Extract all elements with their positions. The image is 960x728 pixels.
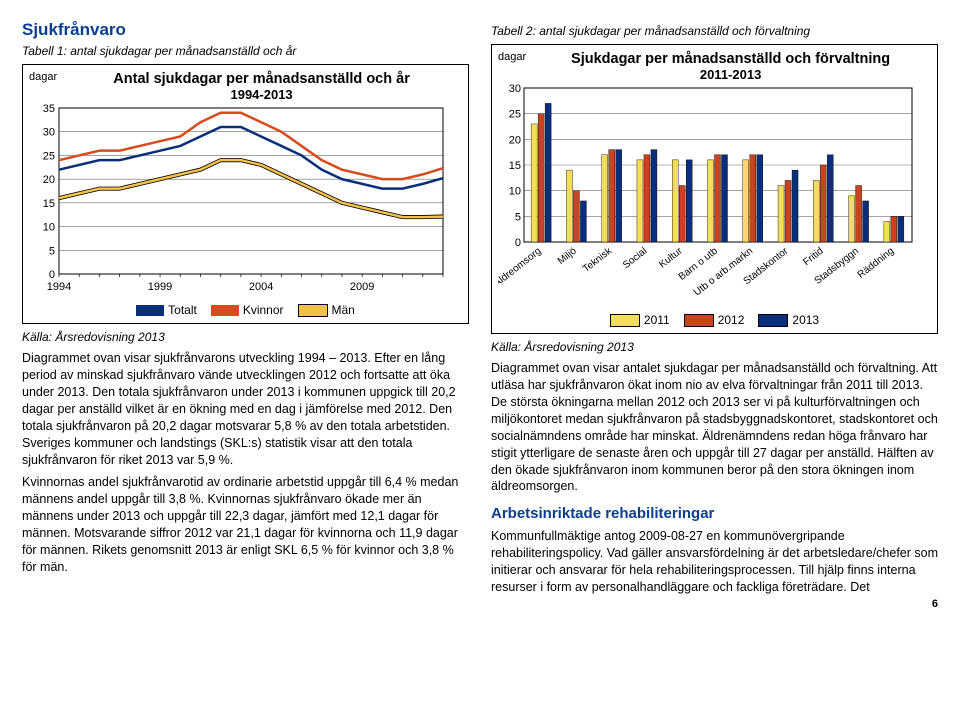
bar-chart: 0 5 10 15 20 25 30 Äldreomsorg MiljöTekniskSocia… bbox=[498, 84, 918, 304]
legend-item-2011: 2011 bbox=[610, 313, 670, 327]
svg-text:Utb o arb.markn: Utb o arb.markn bbox=[692, 246, 755, 299]
line-chart-ylabel: dagar bbox=[29, 69, 61, 83]
svg-text:0: 0 bbox=[515, 237, 521, 249]
left-para1: Diagrammet ovan visar sjukfrånvarons utv… bbox=[22, 350, 469, 468]
bar-chart-subtitle: 2011-2013 bbox=[530, 67, 931, 82]
svg-text:1994: 1994 bbox=[47, 281, 71, 293]
svg-text:25: 25 bbox=[43, 150, 55, 162]
left-source: Källa: Årsredovisning 2013 bbox=[22, 330, 469, 344]
svg-text:20: 20 bbox=[43, 174, 55, 186]
svg-text:15: 15 bbox=[509, 160, 521, 172]
svg-text:2004: 2004 bbox=[249, 281, 273, 293]
legend-item-2012: 2012 bbox=[684, 313, 745, 327]
svg-text:5: 5 bbox=[515, 211, 521, 223]
line-chart-box: dagar Antal sjukdagar per månadsanställd… bbox=[22, 64, 469, 324]
svg-text:25: 25 bbox=[509, 109, 521, 121]
page-root: Sjukfrånvaro Tabell 1: antal sjukdagar p… bbox=[0, 0, 960, 614]
line-chart: 0 5 10 15 20 25 30 35 1994 1999 2004 2009 bbox=[29, 104, 449, 294]
svg-text:2009: 2009 bbox=[350, 281, 374, 293]
table2-caption: Tabell 2: antal sjukdagar per månadsanst… bbox=[491, 24, 938, 38]
svg-text:10: 10 bbox=[509, 186, 521, 198]
svg-text:1999: 1999 bbox=[148, 281, 172, 293]
svg-text:30: 30 bbox=[509, 84, 521, 95]
line-chart-legend: Totalt Kvinnor Män bbox=[29, 303, 462, 317]
left-para2: Kvinnornas andel sjukfrånvarotid av ordi… bbox=[22, 474, 469, 575]
page-number: 6 bbox=[932, 598, 938, 610]
legend-item-totalt: Totalt bbox=[136, 303, 197, 317]
svg-text:Räddning: Räddning bbox=[856, 246, 897, 281]
svg-text:0: 0 bbox=[49, 269, 55, 281]
bar-chart-box: dagar Sjukdagar per månadsanställd och f… bbox=[491, 44, 938, 334]
svg-text:Teknisk: Teknisk bbox=[581, 245, 615, 275]
right-source: Källa: Årsredovisning 2013 bbox=[491, 340, 938, 354]
svg-text:10: 10 bbox=[43, 222, 55, 234]
svg-text:15: 15 bbox=[43, 198, 55, 210]
bar-chart-legend: 2011 2012 2013 bbox=[498, 313, 931, 327]
bar-chart-title: Sjukdagar per månadsanställd och förvalt… bbox=[530, 51, 931, 67]
svg-text:20: 20 bbox=[509, 134, 521, 146]
right-para2: Kommunfullmäktige antog 2009-08-27 en ko… bbox=[491, 528, 938, 596]
bar-chart-ylabel: dagar bbox=[498, 49, 530, 63]
svg-text:Social: Social bbox=[621, 246, 649, 271]
legend-item-kvinnor: Kvinnor bbox=[211, 303, 284, 317]
right-para1: Diagrammet ovan visar antalet sjukdagar … bbox=[491, 360, 938, 495]
legend-item-2013: 2013 bbox=[758, 313, 819, 327]
line-chart-subtitle: 1994-2013 bbox=[61, 87, 462, 102]
line-chart-title: Antal sjukdagar per månadsanställd och å… bbox=[61, 71, 462, 87]
legend-item-man: Män bbox=[298, 303, 355, 317]
right-heading2: Arbetsinriktade rehabiliteringar bbox=[491, 505, 938, 522]
right-column: Tabell 2: antal sjukdagar per månadsanst… bbox=[491, 20, 938, 602]
left-heading: Sjukfrånvaro bbox=[22, 20, 469, 40]
svg-text:Kultur: Kultur bbox=[657, 245, 685, 270]
svg-text:Äldreomsorg: Äldreomsorg bbox=[498, 245, 543, 289]
table1-caption: Tabell 1: antal sjukdagar per månadsanst… bbox=[22, 44, 469, 58]
svg-text:35: 35 bbox=[43, 104, 55, 115]
svg-text:5: 5 bbox=[49, 245, 55, 257]
svg-text:30: 30 bbox=[43, 127, 55, 139]
svg-text:Miljö: Miljö bbox=[556, 245, 579, 267]
svg-text:Fritid: Fritid bbox=[801, 246, 825, 268]
left-column: Sjukfrånvaro Tabell 1: antal sjukdagar p… bbox=[22, 20, 469, 602]
